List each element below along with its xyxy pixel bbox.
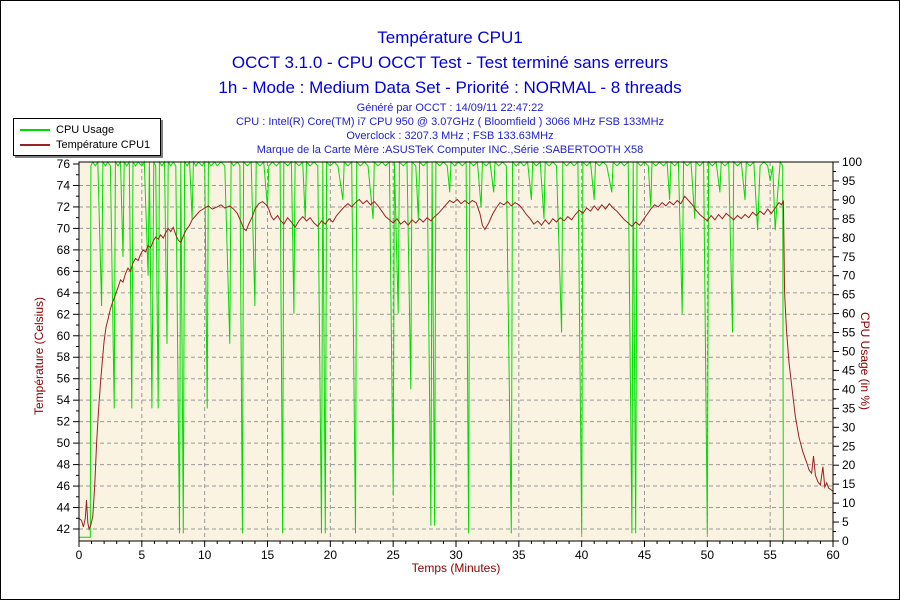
y-right-tick-label: 45 bbox=[842, 363, 856, 377]
info-generated: Généré par OCCT : 14/09/11 22:47:22 bbox=[356, 102, 544, 114]
info-overclock: Overclock : 3207.3 MHz ; FSB 133.63MHz bbox=[346, 130, 554, 142]
y-left-tick-label: 50 bbox=[57, 436, 71, 450]
info-motherboard: Marque de la Carte Mère :ASUSTeK Compute… bbox=[256, 144, 644, 156]
subtitle-test: OCCT 3.1.0 - CPU OCCT Test - Test termin… bbox=[231, 53, 669, 72]
y-right-tick-label: 90 bbox=[842, 193, 856, 207]
y-right-tick-label: 95 bbox=[842, 174, 856, 188]
x-tick-label: 0 bbox=[76, 548, 83, 562]
y-left-tick-label: 74 bbox=[57, 178, 71, 192]
y-right-tick-label: 20 bbox=[842, 458, 856, 472]
y-right-tick-label: 100 bbox=[842, 155, 862, 169]
y-right-tick-label: 75 bbox=[842, 250, 856, 264]
y-left-tick-label: 58 bbox=[57, 350, 71, 364]
y-left-tick-label: 76 bbox=[57, 157, 71, 171]
y-right-tick-label: 35 bbox=[842, 401, 856, 415]
y-left-tick-label: 54 bbox=[57, 393, 71, 407]
y-right-tick-label: 80 bbox=[842, 231, 856, 245]
y-right-tick-label: 85 bbox=[842, 212, 856, 226]
y-left-tick-label: 56 bbox=[57, 372, 71, 386]
y-left-tick-label: 44 bbox=[57, 501, 71, 515]
y-right-tick-label: 15 bbox=[842, 477, 856, 491]
x-tick-label: 30 bbox=[449, 548, 463, 562]
y-axis-left-label: Température (Celsius) bbox=[32, 296, 46, 416]
y-right-tick-label: 50 bbox=[842, 345, 856, 359]
y-right-tick-label: 5 bbox=[842, 515, 849, 529]
y-left-tick-label: 66 bbox=[57, 264, 71, 278]
subtitle-mode: 1h - Mode : Medium Data Set - Priorité :… bbox=[218, 78, 682, 97]
y-left-tick-label: 48 bbox=[57, 458, 71, 472]
chart-header: Température CPU1 OCCT 3.1.0 - CPU OCCT T… bbox=[1, 25, 899, 100]
y-right-tick-label: 0 bbox=[842, 534, 849, 548]
legend-label-cpu-usage: CPU Usage bbox=[56, 123, 115, 136]
x-tick-label: 55 bbox=[763, 548, 777, 562]
y-right-tick-label: 55 bbox=[842, 326, 856, 340]
x-tick-label: 5 bbox=[138, 548, 145, 562]
x-tick-label: 50 bbox=[701, 548, 715, 562]
y-right-tick-label: 10 bbox=[842, 496, 856, 510]
legend-item-temperature: Température CPU1 bbox=[20, 137, 150, 152]
y-left-tick-label: 62 bbox=[57, 307, 71, 321]
y-right-tick-label: 30 bbox=[842, 420, 856, 434]
x-tick-label: 35 bbox=[512, 548, 526, 562]
x-tick-label: 45 bbox=[638, 548, 652, 562]
x-tick-label: 25 bbox=[386, 548, 400, 562]
legend-label-temperature: Température CPU1 bbox=[56, 138, 151, 151]
x-axis-label: Temps (Minutes) bbox=[411, 561, 501, 575]
x-tick-label: 40 bbox=[575, 548, 589, 562]
system-info-block: Généré par OCCT : 14/09/11 22:47:22 CPU … bbox=[1, 101, 899, 157]
cpu-usage-line-swatch bbox=[20, 128, 50, 131]
x-tick-label: 60 bbox=[826, 548, 840, 562]
y-right-tick-label: 70 bbox=[842, 269, 856, 283]
series-line-cpu-usage bbox=[79, 160, 784, 542]
y-left-tick-label: 72 bbox=[57, 200, 71, 214]
y-axis-right-label: CPU Usage (in %) bbox=[858, 311, 872, 411]
y-left-tick-label: 46 bbox=[57, 479, 71, 493]
y-left-tick-label: 60 bbox=[57, 329, 71, 343]
y-right-tick-label: 65 bbox=[842, 288, 856, 302]
x-tick-label: 10 bbox=[198, 548, 212, 562]
y-left-tick-label: 42 bbox=[57, 522, 71, 536]
series-line-temp-rature-cpu1 bbox=[78, 195, 834, 531]
x-tick-label: 15 bbox=[261, 548, 275, 562]
info-cpu: CPU : Intel(R) Core(TM) i7 CPU 950 @ 3.0… bbox=[235, 116, 665, 128]
x-tick-label: 20 bbox=[324, 548, 338, 562]
y-right-tick-label: 60 bbox=[842, 307, 856, 321]
y-left-tick-label: 68 bbox=[57, 243, 71, 257]
chart-legend: CPU Usage Température CPU1 bbox=[13, 118, 162, 156]
y-left-tick-label: 52 bbox=[57, 415, 71, 429]
temperature-line-swatch bbox=[20, 143, 50, 146]
y-left-tick-label: 70 bbox=[57, 221, 71, 235]
y-right-tick-label: 40 bbox=[842, 382, 856, 396]
page-title: Température CPU1 bbox=[377, 28, 523, 47]
legend-item-cpu-usage: CPU Usage bbox=[20, 122, 150, 137]
y-right-tick-label: 25 bbox=[842, 439, 856, 453]
y-left-tick-label: 64 bbox=[57, 286, 71, 300]
